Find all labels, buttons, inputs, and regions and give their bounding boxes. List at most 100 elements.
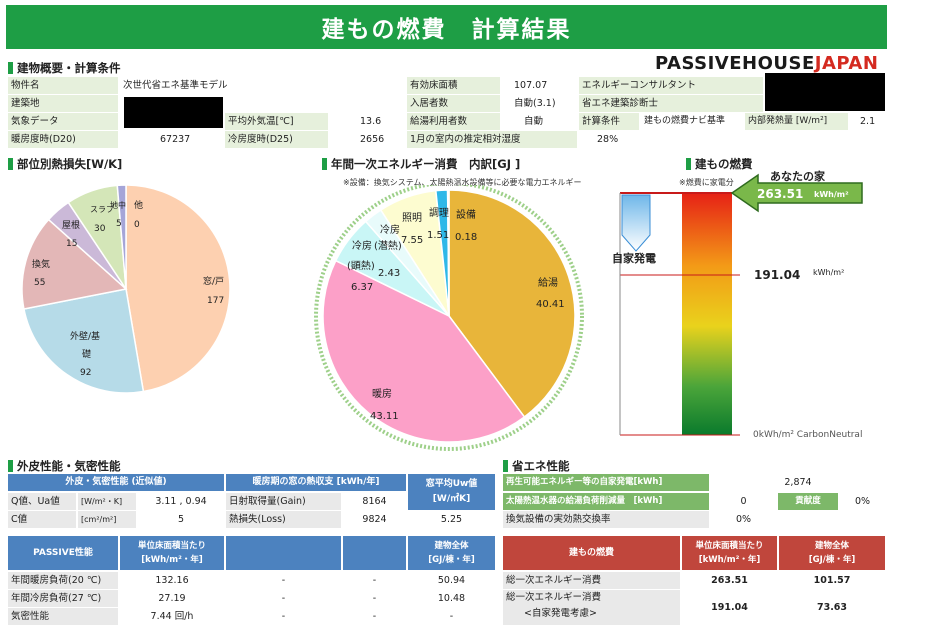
slice-label-equipment: 設備 [456,208,476,221]
slice-value-cool-sensible: 6.37 [351,282,373,293]
slice-label-vent: 換気 [32,258,50,270]
label-occupants: 入居者数 [407,95,500,112]
redacted-location [124,97,223,128]
passive-row-unit: 132.16 [120,572,224,589]
nenpi-row-1-label: 総一次エネルギー消費 [503,572,680,589]
value-internal-heat: 2.1 [850,113,885,130]
value-c: 5 [138,511,224,528]
value-loss: 9824 [343,511,406,528]
label-renewable: 再生可能エネルギー等の自家発電[kWh] [503,474,709,491]
your-house-label: あなたの家 [770,170,825,183]
value-solar-water: 0 [711,493,776,510]
nenpi-unit-generation: kWh/m² [813,268,845,277]
slice-label-cooking: 調理 [429,206,449,219]
passive-row-b: - [343,590,406,607]
passive-header-blank-1 [226,536,341,570]
label-heating-degree: 暖房度時(D20) [8,131,118,148]
pie-slice-1 [322,259,526,443]
label-weather-data: 気象データ [8,113,118,130]
passive-header-1: PASSIVE性能 [8,536,118,570]
value-floor-area: 107.07 [502,77,577,94]
label-floor-area: 有効床面積 [407,77,500,94]
nenpi-value: 263.51 [757,187,804,201]
redacted-consultant [765,73,885,111]
passive-header-2: 単位床面積当たり [kWh/m²・年] [120,536,224,570]
label-q-ua: Q値、Ua値 [8,493,76,510]
pie-slice-6 [446,189,450,317]
value-occupants: 自動(3.1) [502,95,577,112]
value-property-name: 次世代省エネ基準モデル [120,77,405,94]
label-heat-exchange: 換気設備の実効熱交換率 [503,511,709,528]
envelope-header-2: 暖房期の窓の熱収支 [kWh/年] [226,474,406,491]
envelope-header-3: 窓平均Uw値 [W/㎡K] [408,474,495,510]
slice-label-heating: 暖房 [372,387,392,400]
slice-value-vent: 55 [34,278,45,288]
value-cooling-degree: 2656 [330,131,405,148]
passive-row-unit: 27.19 [120,590,224,607]
pie-slice-5 [116,184,127,290]
slice-value-cool-latent: 2.43 [378,268,400,279]
label-energy-consultant: エネルギーコンサルタント [579,77,763,94]
passive-row-a: - [226,608,341,625]
heatloss-pie-chart: 窓/戸 177 外壁/基礎 92 換気 55 屋根 15 スラブ 30 地中 5… [21,184,231,394]
shoene-section-title: 省エネ性能 [503,458,570,474]
energy-note: ※設備：換気システム、太陽熱温水設備等に必要な電力エネルギー [343,178,582,187]
value-renewable: 2,874 [711,474,885,491]
label-location: 建築地 [8,95,118,112]
nenpi-row-2-total: 73.63 [779,590,885,625]
slice-label-ground: 地中 [110,200,126,210]
value-calc-condition: 建もの燃費ナビ基準 [641,113,743,130]
nenpi-row-1-unit: 263.51 [682,572,777,589]
value-hot-water-users: 自動 [502,113,577,130]
value-contribution: 0% [840,493,885,510]
slice-label-cool-latent: 冷房(潜熱) [374,223,402,252]
label-hot-water-users: 給湯利用者数 [407,113,500,130]
slice-value-cooking: 1.51 [427,230,449,241]
slice-value-lighting: 7.55 [401,235,423,246]
pie-slice-1 [23,288,145,394]
slice-label-roof: 屋根 [62,219,80,231]
passive-row-label: 気密性能 [8,608,118,625]
slice-label-hotwater: 給湯 [538,276,558,289]
label-humidity: 1月の室内の推定相対湿度 [407,131,577,148]
nenpi-note: ※燃費に家電分 [679,178,734,187]
pie-slice-2 [21,218,128,310]
nenpi-row-2-label: 総一次エネルギー消費 <自家発電考慮> [503,590,680,625]
slice-value-ground: 5 [116,219,122,229]
passive-row-a: - [226,590,341,607]
value-q-ua: 3.11 , 0.94 [138,493,224,510]
slice-value-other: 0 [134,220,140,230]
passive-header-3: 建物全体 [GJ/棟・年] [408,536,495,570]
pie-slice-0 [125,184,231,393]
heatloss-section-title: 部位別熱損失[W/K] [8,156,122,172]
slice-value-equipment: 0.18 [455,232,477,243]
passive-row-total: - [408,608,495,625]
nenpi-table-header-3: 建物全体 [GJ/棟・年] [779,536,885,570]
slice-label-wall: 外壁/基礎 [70,330,100,360]
passive-row-label: 年間冷房負荷(27 ℃) [8,590,118,607]
page-title: 建もの燃費 計算結果 [6,5,887,49]
label-loss: 熱損失(Loss) [226,511,341,528]
slice-value-slab: 30 [94,224,106,234]
unit-q-ua: [W/m²・K] [78,493,136,510]
heatloss-labels: 窓/戸 177 外壁/基礎 92 換気 55 屋根 15 スラブ 30 地中 5… [32,199,224,378]
passive-row-total: 10.48 [408,590,495,607]
energy-pie-chart: 給湯 40.41 暖房 43.11 冷房(顕熱) 6.37 冷房(潜熱) 2.4… [314,185,584,451]
value-heating-degree: 67237 [120,131,223,148]
slice-value-window: 177 [207,296,224,306]
label-contribution: 貢献度 [778,493,838,510]
nenpi-value-generation: 191.04 [754,268,801,282]
slice-label-slab: スラブ [90,204,114,214]
carbon-neutral-label: 0kWh/m² CarbonNeutral [753,430,863,440]
nenpi-section-title: 建もの燃費 [686,156,753,172]
nenpi-row-1-total: 101.57 [779,572,885,589]
passive-header-blank-2 [343,536,406,570]
nenpi-unit: kWh/m² [814,190,849,199]
value-humidity: 28% [579,131,639,148]
energy-section-title: 年間一次エネルギー消費 内訳[GJ ] [322,156,520,172]
slice-label-other: 他 [134,199,143,211]
passive-row-total: 50.94 [408,572,495,589]
label-c: C値 [8,511,76,528]
label-diagnostician: 省エネ建築診断士 [579,95,763,112]
nenpi-table-header-1: 建もの燃費 [503,536,680,570]
